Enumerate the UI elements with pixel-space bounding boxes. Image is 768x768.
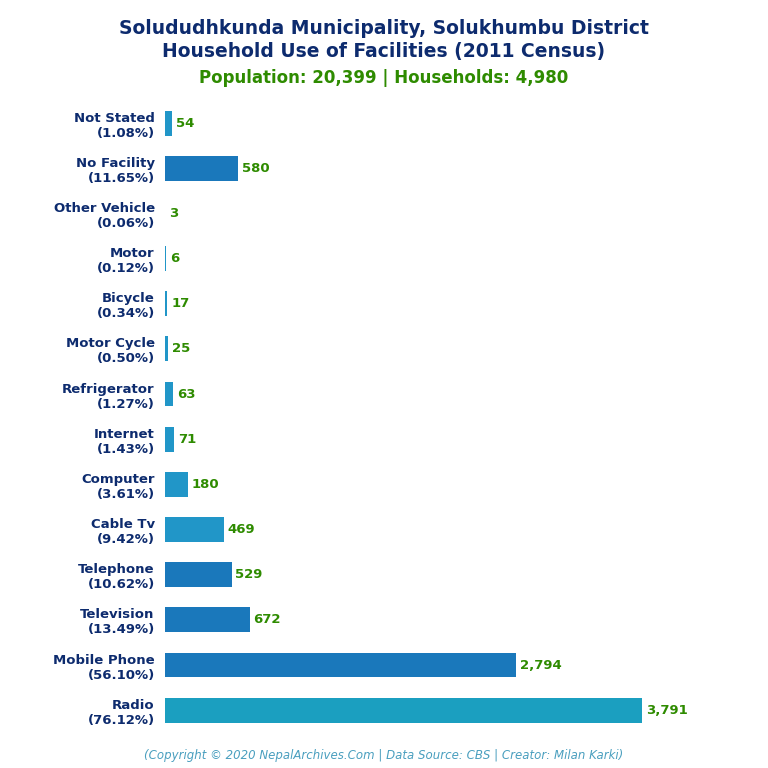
Text: 2,794: 2,794 (520, 658, 562, 671)
Bar (165, 607, 250, 632)
Text: 3,791: 3,791 (646, 703, 687, 717)
Text: 469: 469 (228, 523, 256, 536)
Text: 580: 580 (242, 162, 270, 175)
Text: 672: 672 (253, 614, 281, 627)
Text: 3: 3 (169, 207, 179, 220)
Bar (165, 698, 642, 723)
Text: Household Use of Facilities (2011 Census): Household Use of Facilities (2011 Census… (163, 42, 605, 61)
Bar (165, 291, 167, 316)
Bar (165, 336, 168, 361)
Text: Solududhkunda Municipality, Solukhumbu District: Solududhkunda Municipality, Solukhumbu D… (119, 19, 649, 38)
Text: 6: 6 (170, 252, 179, 265)
Text: 180: 180 (191, 478, 219, 491)
Bar (165, 156, 238, 180)
Bar (165, 562, 232, 587)
Text: 25: 25 (172, 343, 190, 356)
Text: 71: 71 (178, 432, 196, 445)
Text: (Copyright © 2020 NepalArchives.Com | Data Source: CBS | Creator: Milan Karki): (Copyright © 2020 NepalArchives.Com | Da… (144, 749, 624, 762)
Bar (165, 382, 173, 406)
Text: Population: 20,399 | Households: 4,980: Population: 20,399 | Households: 4,980 (200, 69, 568, 87)
Bar (165, 472, 187, 497)
Bar (165, 111, 172, 135)
Bar (165, 517, 224, 542)
Text: 63: 63 (177, 388, 195, 401)
Text: 54: 54 (176, 117, 194, 130)
Text: 529: 529 (236, 568, 263, 581)
Text: 17: 17 (171, 297, 190, 310)
Bar (165, 427, 174, 452)
Bar (165, 653, 516, 677)
